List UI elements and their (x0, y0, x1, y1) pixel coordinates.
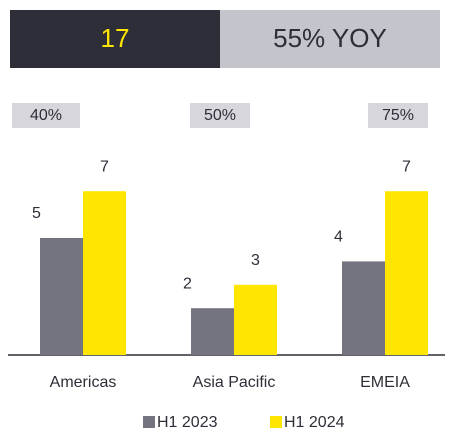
legend-label: H1 2023 (157, 414, 218, 431)
value-label: 2 (183, 275, 192, 292)
headline: 17 (101, 23, 130, 53)
growth-label: 75% (382, 107, 414, 124)
legend-swatch (143, 416, 155, 428)
headline-note-box (220, 10, 440, 68)
value-label: 5 (32, 205, 41, 222)
bar (234, 284, 277, 355)
x-tick-label: Americas (50, 374, 117, 391)
growth-box (12, 103, 80, 128)
growth-label: 50% (204, 107, 236, 124)
growth-box (368, 103, 428, 128)
value-label: 3 (251, 252, 260, 269)
headline-box (10, 10, 220, 68)
value-label: 7 (402, 158, 411, 175)
bar (385, 191, 428, 355)
bar (83, 191, 126, 355)
headline-note: 55% YOY (273, 23, 387, 53)
x-tick-label: EMEIA (360, 374, 410, 391)
growth-box (190, 103, 250, 128)
growth-label: 40% (30, 107, 62, 124)
value-label: 4 (334, 229, 343, 246)
bar (40, 238, 83, 355)
x-tick-label: Asia Pacific (193, 374, 276, 391)
bar (342, 261, 385, 355)
legend-label: H1 2024 (284, 414, 345, 431)
legend-swatch (270, 416, 282, 428)
bar (191, 308, 234, 355)
value-label: 7 (100, 158, 109, 175)
